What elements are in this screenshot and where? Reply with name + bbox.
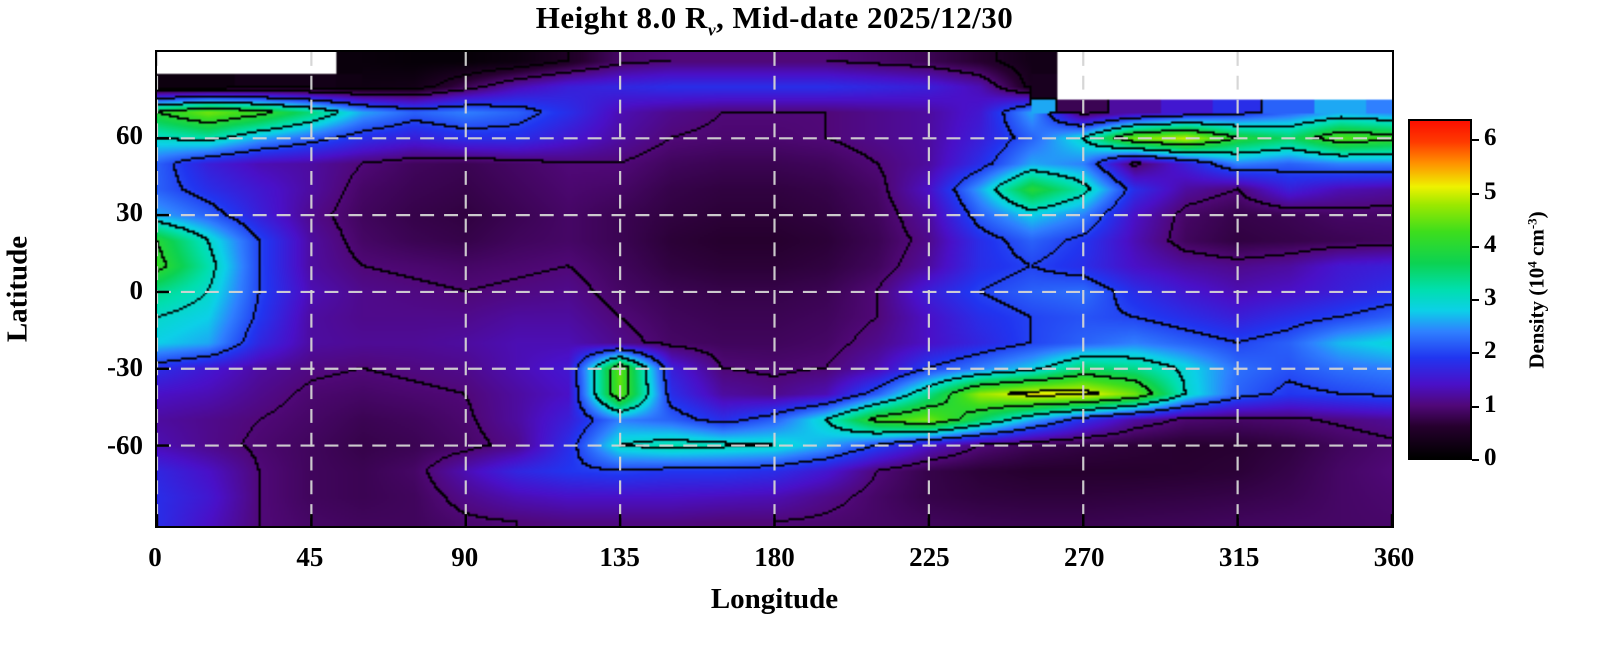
y-tick-label: -60 (107, 429, 143, 460)
y-tick-label: 0 (129, 274, 144, 305)
x-tick-label: 360 (1373, 542, 1415, 572)
y-tick-label: -30 (107, 352, 143, 383)
colorbar-title-exponent: 4 (1524, 261, 1540, 268)
colorbar-tick-mark (1472, 459, 1479, 461)
x-tick-label: 90 (451, 542, 479, 572)
grid-overlay (157, 52, 1392, 526)
x-axis-title: Longitude (710, 583, 839, 615)
title-prefix: Height 8.0 R (535, 0, 708, 35)
colorbar-tick-mark (1472, 299, 1479, 302)
colorbar-tick-mark (1472, 139, 1479, 142)
colorbar-gradient (1410, 121, 1470, 458)
title-subscript: v (707, 20, 716, 40)
colorbar-tick-label: 0 (1484, 444, 1497, 471)
x-tick-label: 45 (296, 542, 324, 572)
colorbar-title: Density (104 cm-3) (1524, 211, 1549, 368)
colorbar-tick-label: 1 (1484, 390, 1497, 418)
x-tick-label: 225 (909, 542, 950, 572)
colorbar-tick-label: 3 (1484, 284, 1497, 312)
colorbar-tick-mark (1472, 352, 1479, 355)
colorbar-title-prefix: Density (10 (1524, 267, 1549, 369)
x-tick-label: 270 (1064, 542, 1105, 572)
colorbar-tick-label: 5 (1484, 177, 1497, 205)
colorbar-title-suffix: ) (1524, 211, 1549, 219)
colorbar (1408, 119, 1472, 460)
y-tick-label: 30 (116, 197, 143, 228)
title-suffix: , Mid-date 2025/12/30 (716, 0, 1014, 35)
colorbar-tick-mark (1472, 245, 1479, 248)
chart-title: Height 8.0 Rv, Mid-date 2025/12/30 (155, 0, 1394, 41)
x-tick-label: 0 (148, 542, 162, 572)
y-tick-label: 60 (116, 120, 143, 151)
colorbar-tick-label: 4 (1484, 230, 1497, 258)
colorbar-title-mid: cm (1524, 229, 1549, 262)
colorbar-tick-mark (1472, 405, 1479, 408)
x-tick-label: 180 (754, 542, 795, 572)
plot-area (155, 50, 1394, 528)
colorbar-tick-mark (1472, 192, 1479, 195)
colorbar-title-exponent2: -3 (1524, 218, 1540, 230)
colorbar-tick-label: 2 (1484, 337, 1497, 365)
x-tick-label: 315 (1218, 542, 1260, 572)
y-axis-title: Latitude (1, 235, 34, 343)
colorbar-tick-label: 6 (1484, 124, 1497, 152)
x-tick-label: 135 (599, 542, 640, 572)
